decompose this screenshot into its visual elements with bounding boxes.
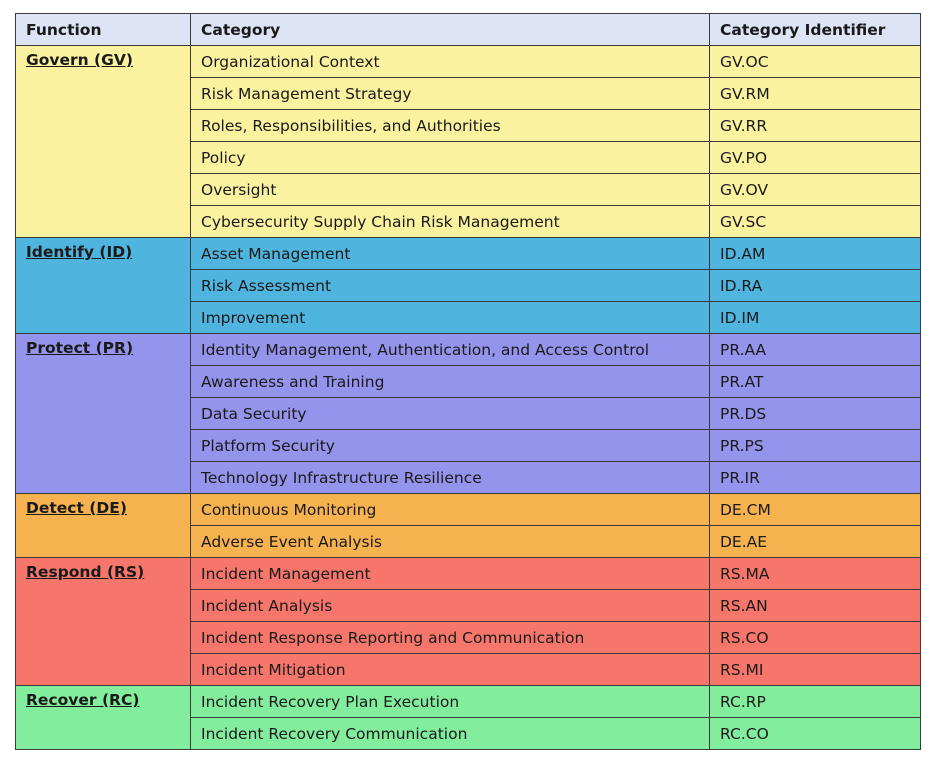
identifier-cell: PR.DS <box>709 397 921 430</box>
category-cell: Asset Management <box>190 237 710 270</box>
table-row: Oversight GV.OV <box>16 173 921 206</box>
identifier-cell: RC.CO <box>709 717 921 750</box>
header-row: Function Category Category Identifier <box>15 13 921 46</box>
identifier-cell: ID.RA <box>709 269 921 302</box>
table-row: Improvement ID.IM <box>16 301 921 334</box>
table-row: Policy GV.PO <box>16 141 921 174</box>
identifier-cell: GV.OC <box>709 45 921 78</box>
table-row: Risk Management Strategy GV.RM <box>16 77 921 110</box>
category-cell: Organizational Context <box>190 45 710 78</box>
category-cell: Technology Infrastructure Resilience <box>190 461 710 494</box>
identifier-cell: PR.PS <box>709 429 921 462</box>
category-cell: Adverse Event Analysis <box>190 525 710 558</box>
function-de: Detect (DE) <box>15 493 191 558</box>
category-cell: Oversight <box>190 173 710 206</box>
identifier-cell: RS.AN <box>709 589 921 622</box>
identifier-cell: ID.AM <box>709 237 921 270</box>
category-cell: Continuous Monitoring <box>190 493 710 526</box>
identifier-cell: PR.AA <box>709 333 921 366</box>
table-row: Incident Mitigation RS.MI <box>16 653 921 686</box>
identifier-cell: PR.AT <box>709 365 921 398</box>
functions-table: Function Category Category Identifier Go… <box>15 13 921 750</box>
category-cell: Data Security <box>190 397 710 430</box>
table-row: Technology Infrastructure Resilience PR.I… <box>16 461 921 494</box>
category-cell: Risk Management Strategy <box>190 77 710 110</box>
table-row: Platform Security PR.PS <box>16 429 921 462</box>
category-cell: Incident Analysis <box>190 589 710 622</box>
identifier-cell: GV.RM <box>709 77 921 110</box>
table-row: Incident Analysis RS.AN <box>16 589 921 622</box>
category-cell: Platform Security <box>190 429 710 462</box>
table-row: Risk Assessment ID.RA <box>16 269 921 302</box>
identifier-cell: RS.MI <box>709 653 921 686</box>
category-cell: Incident Recovery Communication <box>190 717 710 750</box>
header-category: Category <box>190 13 710 46</box>
category-cell: Incident Mitigation <box>190 653 710 686</box>
header-identifier: Category Identifier <box>709 13 921 46</box>
table-row: Awareness and Training PR.AT <box>16 365 921 398</box>
category-cell: Improvement <box>190 301 710 334</box>
function-gv: Govern (GV) <box>15 45 191 238</box>
category-cell: Incident Response Reporting and Communic… <box>190 621 710 654</box>
table-row: Govern (GV) Organizational Context GV.OC <box>15 45 921 238</box>
identifier-cell: ID.IM <box>709 301 921 334</box>
identifier-cell: RS.MA <box>709 557 921 590</box>
category-cell: Incident Recovery Plan Execution <box>190 685 710 718</box>
table-row: Incident Response Reporting and Communic… <box>16 621 921 654</box>
identifier-cell: GV.OV <box>709 173 921 206</box>
identifier-cell: GV.PO <box>709 141 921 174</box>
header-function: Function <box>15 13 191 46</box>
category-cell: Incident Management <box>190 557 710 590</box>
category-cell: Identity Management, Authentication, and… <box>190 333 710 366</box>
table-row: Cybersecurity Supply Chain Risk Manageme… <box>16 205 921 238</box>
identifier-cell: GV.SC <box>709 205 921 238</box>
table-row: Identify (ID) Asset Management ID.AM <box>15 237 921 334</box>
identifier-cell: RS.CO <box>709 621 921 654</box>
category-cell: Awareness and Training <box>190 365 710 398</box>
table-row: Recover (RC) Incident Recovery Plan Execu… <box>15 685 921 750</box>
identifier-cell: GV.RR <box>709 109 921 142</box>
table-body: Govern (GV) Organizational Context GV.OC Ri… <box>15 45 921 750</box>
identifier-cell: DE.AE <box>709 525 921 558</box>
table-row: Detect (DE) Continuous Monitoring DE.CM <box>15 493 921 558</box>
identifier-cell: RC.RP <box>709 685 921 718</box>
table-row: Adverse Event Analysis DE.AE <box>16 525 921 558</box>
category-cell: Policy <box>190 141 710 174</box>
table-row: Protect (PR) Identity Management, Authent… <box>15 333 921 494</box>
function-id: Identify (ID) <box>15 237 191 334</box>
category-cell: Cybersecurity Supply Chain Risk Manageme… <box>190 205 710 238</box>
identifier-cell: DE.CM <box>709 493 921 526</box>
function-rs: Respond (RS) <box>15 557 191 686</box>
function-pr: Protect (PR) <box>15 333 191 494</box>
category-cell: Risk Assessment <box>190 269 710 302</box>
table-row: Incident Recovery Communication RC.CO <box>16 717 921 750</box>
identifier-cell: PR.IR <box>709 461 921 494</box>
function-rc: Recover (RC) <box>15 685 191 750</box>
category-cell: Roles, Responsibilities, and Authorities <box>190 109 710 142</box>
table-row: Respond (RS) Incident Management RS.MA <box>15 557 921 686</box>
